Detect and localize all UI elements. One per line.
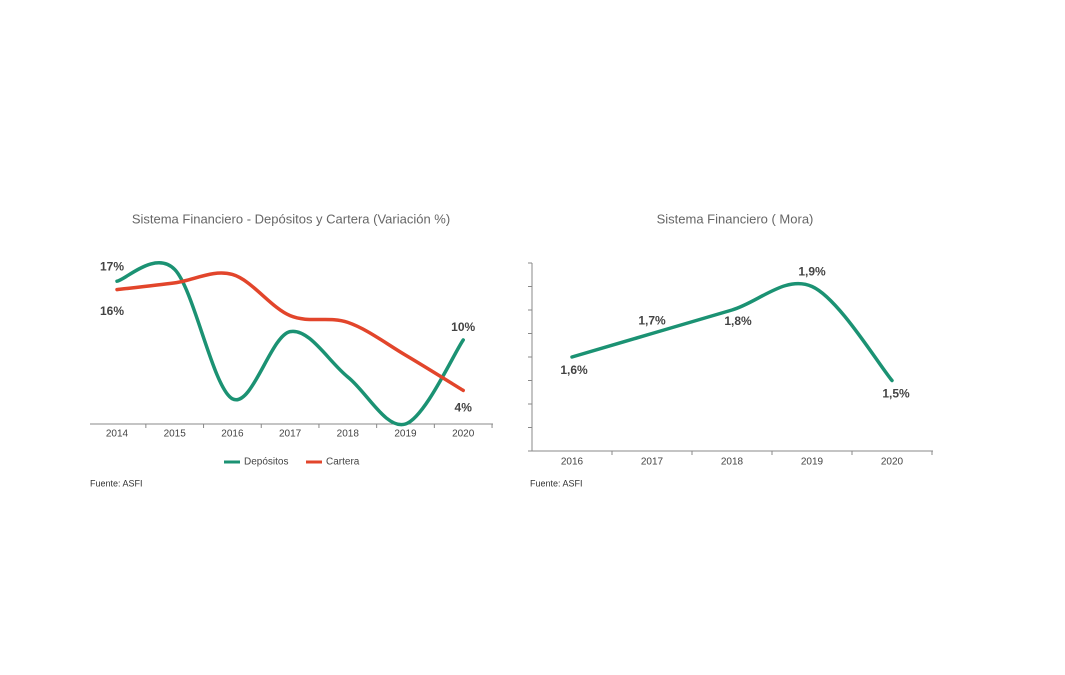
data-label: 10% <box>451 320 475 334</box>
x-tick-label: 2016 <box>561 457 584 468</box>
source: Fuente: ASFI <box>90 478 143 488</box>
x-tick-label: 2014 <box>106 429 129 440</box>
line-series <box>115 261 465 427</box>
x-tick-label: 2017 <box>641 457 664 468</box>
legend-label: Cartera <box>326 457 360 468</box>
x-tick-label: 2018 <box>721 457 744 468</box>
x-tick-label: 2020 <box>881 457 904 468</box>
chart-title: Sistema Financiero ( Mora) <box>657 211 814 226</box>
x-tick-label: 2015 <box>164 429 187 440</box>
legend-label: Depósitos <box>244 457 288 468</box>
data-label: 1,9% <box>798 265 826 279</box>
x-tick-label: 2019 <box>394 429 417 440</box>
line-series <box>570 281 894 383</box>
data-label: 4% <box>455 401 473 415</box>
data-label: 16% <box>100 304 124 318</box>
data-label: 17% <box>100 259 124 273</box>
source: Fuente: ASFI <box>530 478 583 488</box>
data-label: 1,7% <box>638 314 666 328</box>
x-tick-label: 2018 <box>337 429 360 440</box>
data-label: 1,6% <box>560 363 588 377</box>
x-tick-label: 2017 <box>279 429 302 440</box>
data-label: 1,5% <box>882 387 910 401</box>
x-tick-label: 2020 <box>452 429 475 440</box>
x-tick-label: 2019 <box>801 457 824 468</box>
data-label: 1,8% <box>724 314 752 328</box>
line-series <box>115 271 465 393</box>
x-tick-label: 2016 <box>221 429 244 440</box>
chart-title: Sistema Financiero - Depósitos y Cartera… <box>132 211 450 226</box>
